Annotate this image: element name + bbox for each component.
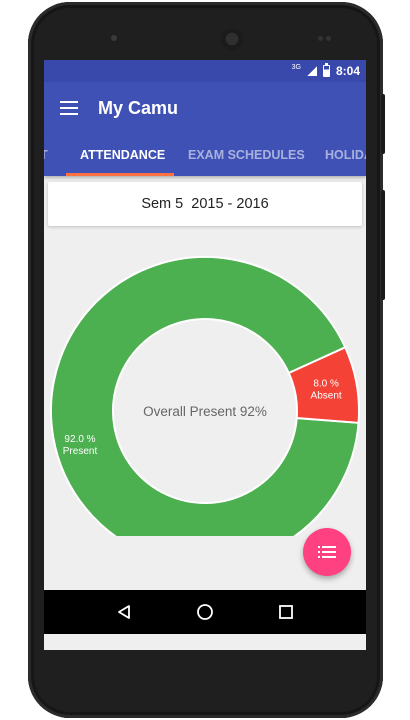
slice-present-name-label: Present bbox=[63, 446, 98, 457]
signal-icon bbox=[306, 66, 317, 76]
system-nav-bar bbox=[44, 590, 366, 634]
app-bar: My Camu bbox=[44, 82, 366, 134]
app-screen: 3G 8:04 My Camu T ATTENDANCE EXAM SCHEDU… bbox=[44, 60, 366, 650]
active-tab-indicator bbox=[66, 173, 174, 176]
power-button bbox=[381, 94, 385, 154]
tab-previous[interactable]: T bbox=[44, 134, 48, 176]
list-fab-button[interactable] bbox=[303, 528, 351, 576]
slice-present-value-label: 92.0 % bbox=[64, 434, 95, 445]
slice-present[interactable] bbox=[50, 256, 360, 536]
home-icon[interactable] bbox=[196, 603, 214, 621]
tab-attendance[interactable]: ATTENDANCE bbox=[80, 148, 166, 162]
volume-button bbox=[381, 190, 385, 300]
status-time: 8:04 bbox=[335, 64, 360, 78]
slice-absent[interactable] bbox=[287, 346, 360, 424]
light-sensor bbox=[326, 36, 331, 41]
semester-label: Sem 5 2015 - 2016 bbox=[141, 196, 269, 212]
earpiece-speaker bbox=[221, 28, 243, 50]
proximity-sensor bbox=[318, 36, 323, 41]
list-icon bbox=[318, 546, 336, 558]
menu-icon[interactable] bbox=[60, 101, 78, 115]
tab-bar: T ATTENDANCE EXAM SCHEDULES HOLIDA bbox=[44, 134, 366, 176]
battery-icon bbox=[322, 63, 330, 77]
semester-selector[interactable]: Sem 5 2015 - 2016 bbox=[48, 182, 362, 226]
tab-exam-schedules[interactable]: EXAM SCHEDULES bbox=[188, 148, 305, 162]
status-bar: 3G 8:04 bbox=[44, 60, 366, 82]
recents-icon[interactable] bbox=[278, 604, 294, 620]
chart-center-label: Overall Present 92% bbox=[143, 404, 267, 419]
app-title: My Camu bbox=[98, 97, 179, 118]
tab-holidays[interactable]: HOLIDA bbox=[325, 148, 366, 162]
front-camera bbox=[111, 35, 117, 41]
attendance-donut-chart: Overall Present 92% 92.0 %Present 8.0 %Ab… bbox=[50, 256, 360, 536]
back-icon[interactable] bbox=[116, 604, 132, 620]
network-type: 3G bbox=[291, 63, 301, 71]
slice-absent-value-label: 8.0 % bbox=[313, 379, 339, 390]
slice-absent-name-label: Absent bbox=[311, 391, 342, 402]
